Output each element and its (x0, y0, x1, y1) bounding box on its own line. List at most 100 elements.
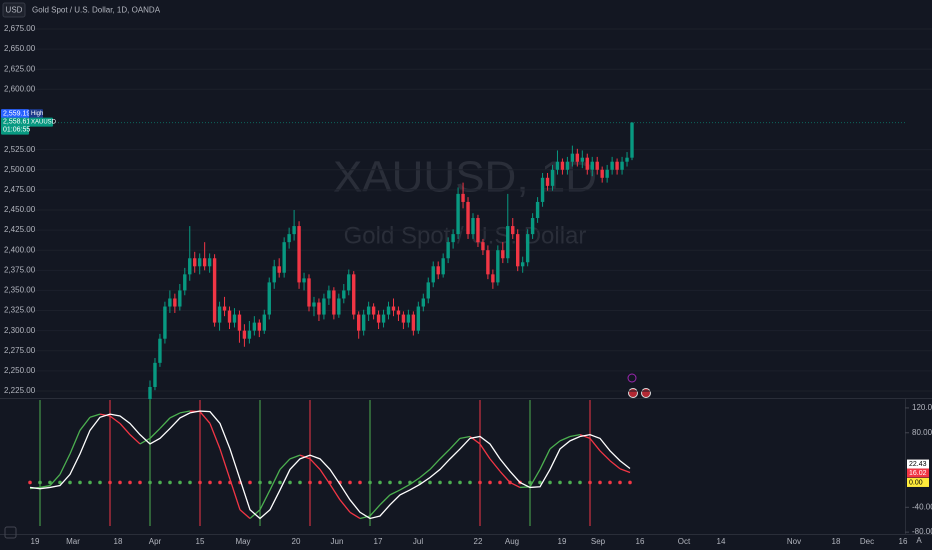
candle-body (461, 193, 465, 202)
state-dot (268, 480, 272, 485)
currency[interactable]: USD (6, 6, 23, 15)
candle-body (501, 250, 505, 259)
candle-body (227, 310, 232, 323)
candle-body (620, 161, 624, 170)
y-tick-label: 2,275.00 (4, 346, 36, 355)
event-icon[interactable] (628, 388, 638, 398)
candle-body (560, 161, 565, 170)
candle-body (237, 314, 242, 331)
time-label: 19 (31, 537, 40, 546)
state-dot (248, 480, 252, 485)
fast-line (539, 448, 551, 470)
fast-line (289, 454, 301, 460)
state-dot (218, 480, 222, 485)
y-tick-label: 2,325.00 (4, 306, 36, 315)
auto-scale[interactable]: A (916, 536, 922, 545)
candle-body (312, 302, 316, 307)
candle-body (153, 362, 157, 387)
fast-line (89, 413, 101, 418)
fast-line (439, 448, 451, 460)
candle-body (456, 193, 460, 235)
state-dot (288, 480, 292, 485)
candle-body (188, 258, 192, 275)
y-tick-label: 120.00 (912, 403, 932, 412)
y-tick-label: 2,525.00 (4, 145, 36, 154)
state-dot (458, 480, 462, 485)
fast-line (389, 489, 401, 496)
candle-body (426, 282, 430, 299)
time-label: 18 (114, 537, 123, 546)
chart-title: Gold Spot / U.S. Dollar, 1D, OANDA (32, 6, 161, 15)
state-dot (98, 480, 102, 485)
fast-line (139, 437, 151, 445)
candle-body (436, 266, 440, 275)
state-dot (208, 480, 212, 485)
state-dot (618, 480, 622, 485)
event-icon[interactable] (641, 388, 651, 398)
candle-body (217, 306, 222, 323)
state-dot (308, 480, 312, 485)
candle-body (347, 274, 351, 291)
state-dot (488, 480, 492, 485)
candle-body (401, 314, 406, 323)
fast-line (319, 469, 331, 485)
state-dot (38, 480, 42, 485)
fast-line (349, 511, 361, 520)
candle-body (555, 161, 560, 170)
time-label: Oct (678, 537, 691, 546)
slow-line (29, 410, 631, 520)
state-dot (168, 480, 172, 485)
y-tick-label: 2,625.00 (4, 64, 36, 73)
y-tick-label: 2,425.00 (4, 225, 36, 234)
fast-line (229, 479, 241, 510)
candle-body (535, 201, 540, 219)
fast-line (49, 473, 61, 486)
candle-body (158, 338, 162, 363)
state-dot (378, 480, 382, 485)
candle-body (212, 258, 217, 323)
state-dot (568, 480, 572, 485)
y-tick-label: 2,475.00 (4, 185, 36, 194)
currency-button[interactable] (2, 2, 26, 18)
high-tag (29, 109, 43, 119)
slow-value: 22.43 (909, 461, 927, 468)
state-dot (348, 480, 352, 485)
time-label: Aug (505, 537, 519, 546)
y-tick-label: -80.00 (912, 527, 932, 536)
time-label: 22 (474, 537, 483, 546)
candle-body (575, 153, 580, 162)
state-dot (628, 480, 632, 485)
candle-body (471, 218, 475, 235)
fast-line (329, 483, 341, 501)
y-tick-label: 80.00 (912, 428, 932, 437)
fast-line (579, 434, 591, 439)
candle-body (386, 306, 391, 315)
value-badge (907, 477, 929, 487)
candle-body (516, 234, 520, 267)
fast-line (259, 489, 271, 511)
time-label: Dec (860, 537, 874, 546)
candle-body (446, 242, 450, 259)
tv-logo[interactable] (4, 526, 17, 539)
candle-body (376, 314, 381, 323)
state-dot (468, 480, 472, 485)
state-dot (138, 480, 142, 485)
y-tick-label: -40.00 (912, 502, 932, 511)
candle-body (257, 322, 262, 331)
fast-line (159, 417, 171, 429)
fast-line (599, 450, 611, 462)
state-dot (188, 480, 192, 485)
state-dot (478, 480, 482, 485)
candle-body (327, 290, 331, 299)
state-dot (318, 480, 322, 485)
candle-body (163, 306, 167, 339)
state-dot (448, 480, 452, 485)
state-dot (578, 480, 582, 485)
state-dot (428, 480, 432, 485)
time-label: Nov (787, 537, 801, 546)
fast-line (59, 453, 71, 475)
candle-body (247, 330, 252, 339)
fast-line (619, 468, 631, 474)
event-icon[interactable] (627, 373, 637, 383)
